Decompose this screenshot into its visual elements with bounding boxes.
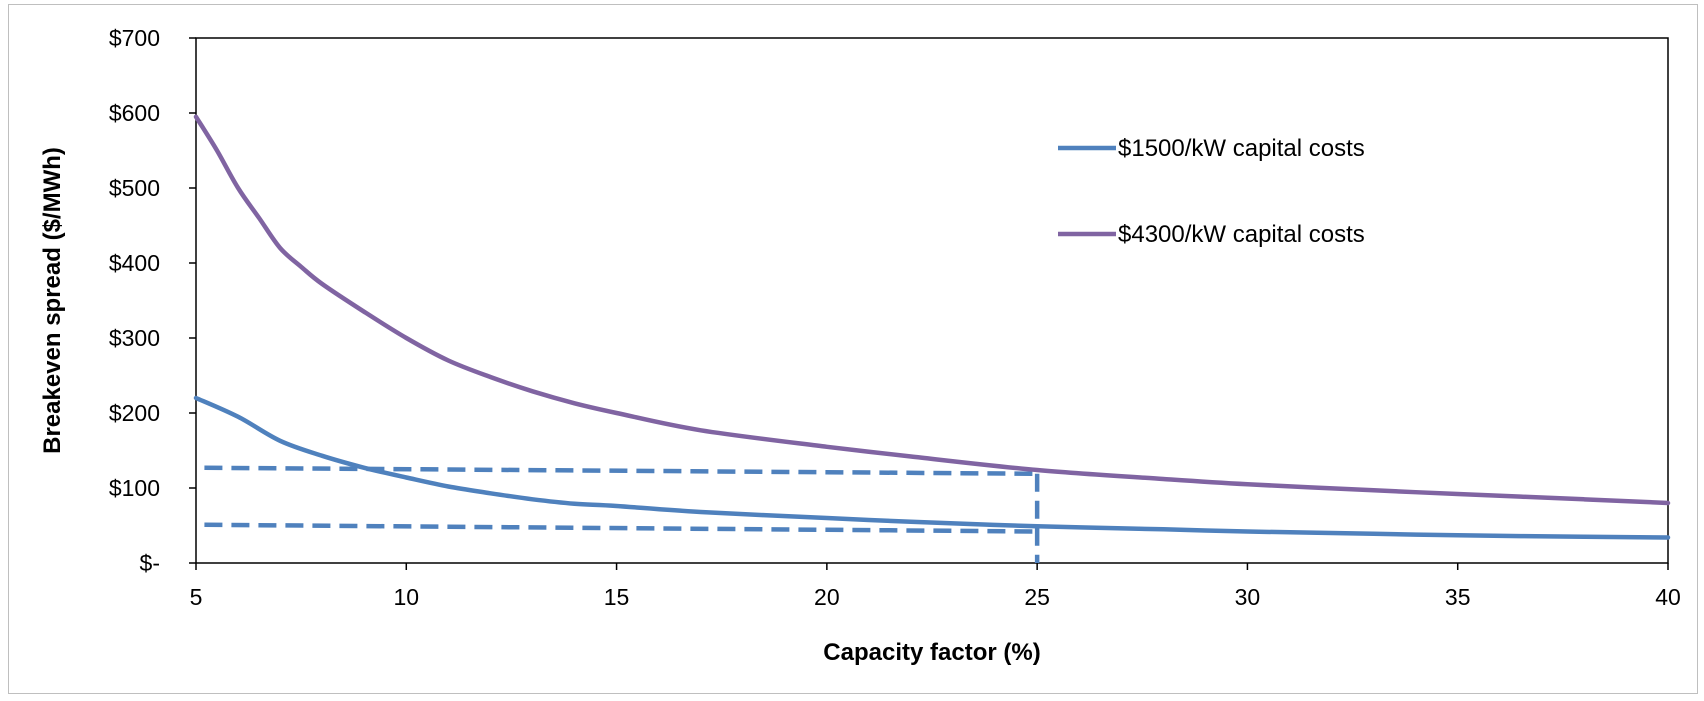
series-line-1 <box>193 395 1671 540</box>
x-tick-label: 40 <box>1655 584 1681 610</box>
x-tick-label: 20 <box>814 584 840 610</box>
y-tick-label: $200 <box>109 400 160 426</box>
y-tick-label: $100 <box>109 475 160 501</box>
y-tick-label: $400 <box>109 250 160 276</box>
x-tick-label: 30 <box>1235 584 1261 610</box>
legend-label-2: $4300/kW capital costs <box>1118 221 1365 248</box>
chart-frame <box>8 4 1698 694</box>
y-tick-label: $300 <box>109 325 160 351</box>
series-line-2 <box>193 114 1671 506</box>
x-axis-ticks: 5 10 15 20 25 30 35 40 <box>190 563 1681 610</box>
x-axis-title: Capacity factor (%) <box>823 639 1040 666</box>
reference-lines <box>204 465 1040 563</box>
y-tick-label: $- <box>140 550 160 576</box>
y-tick-label: $600 <box>109 100 160 126</box>
x-tick-label: 25 <box>1024 584 1050 610</box>
legend: $1500/kW capital costs $4300/kW capital c… <box>1058 135 1365 248</box>
legend-label-1: $1500/kW capital costs <box>1118 135 1365 162</box>
y-tick-label: $500 <box>109 175 160 201</box>
x-tick-label: 15 <box>604 584 630 610</box>
y-axis-ticks: $- $100 $200 $300 $400 $500 $600 $700 <box>109 25 196 576</box>
x-tick-label: 5 <box>190 584 203 610</box>
reference-dashed-line <box>204 522 1038 534</box>
x-tick-label: 35 <box>1445 584 1471 610</box>
plot-area <box>195 37 1669 564</box>
y-tick-label: $700 <box>109 25 160 51</box>
reference-dashed-line <box>204 465 1038 476</box>
plot-border <box>195 37 1669 564</box>
series-lines <box>193 114 1671 540</box>
x-tick-label: 10 <box>393 584 419 610</box>
y-axis-title: Breakeven spread ($/MWh) <box>39 147 66 454</box>
